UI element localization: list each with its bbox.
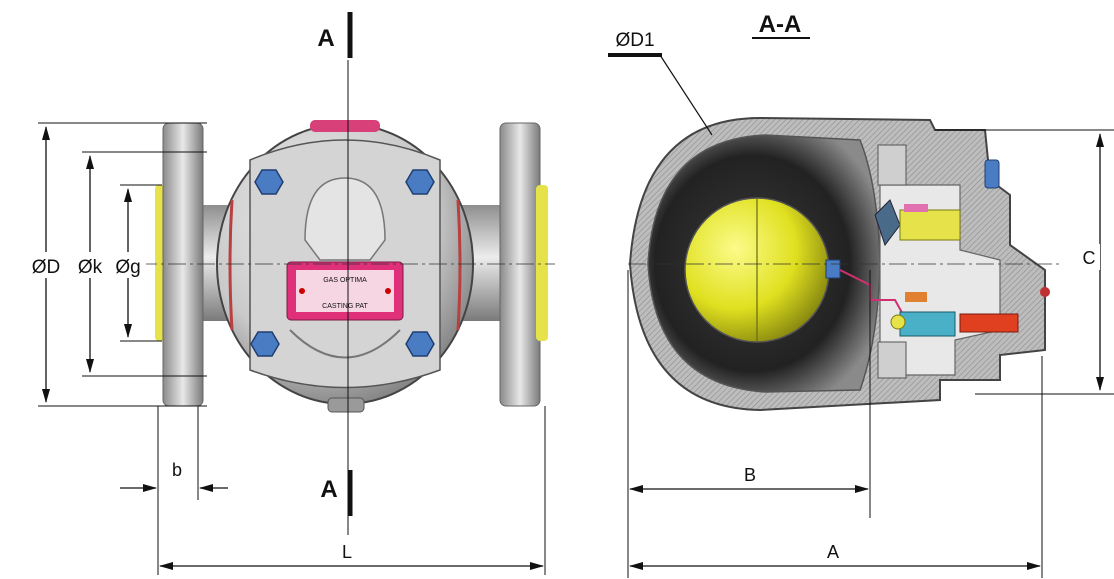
left-flange [162,122,204,407]
vent-valve [899,209,961,241]
bolt-hex-icon [405,169,435,195]
vent-valve-seat [904,204,928,212]
label-b-section: B [744,465,756,485]
section-marker-top: A [317,25,334,52]
front-extension-lines [38,122,546,575]
label-k: Øk [78,257,103,278]
nameplate-rivet [385,288,391,294]
main-valve-ball [890,314,906,330]
right-flange [499,122,541,407]
right-flange-face [536,185,548,341]
cover-arch [304,177,386,261]
label-c: C [1083,248,1096,268]
body-red-seam [228,199,462,331]
top-boss [877,144,907,186]
main-valve [899,311,956,337]
section-title: A-A [759,11,802,38]
valve-seat-orange [905,292,927,302]
label-a: A [827,542,839,562]
label-b: b [172,460,182,480]
nameplate-line-2: CASTING PAT [322,303,368,310]
nameplate: GAS OPTIMA CASTING PAT [286,261,404,321]
bottom-boss-section [877,341,907,379]
bolt-hex-icon [405,331,435,357]
bottom-boss [327,397,365,413]
ball-clip [825,259,841,279]
nameplate-line-1: GAS OPTIMA [323,277,367,284]
section-marker-bottom: A [320,476,337,503]
bolt-hex-icon [250,331,280,357]
cover-bolts [250,169,435,357]
orifice-pin [959,313,1019,333]
front-view: GAS OPTIMA CASTING PAT A A [28,12,555,575]
blue-plug [984,159,1000,189]
nameplate-rivet [299,288,305,294]
top-pink-cap [310,120,380,132]
section-extension-lines [627,129,1114,578]
label-od: ØD [32,257,61,278]
d1-leader [659,54,713,136]
section-view: A-A ØD1 [608,11,1114,578]
bolt-hex-icon [254,169,284,195]
label-d1: ØD1 [615,30,654,51]
label-g: Øg [115,257,140,278]
red-bolt-head [1040,287,1050,297]
cover-lower-arch [289,329,401,359]
label-l: L [342,542,352,562]
